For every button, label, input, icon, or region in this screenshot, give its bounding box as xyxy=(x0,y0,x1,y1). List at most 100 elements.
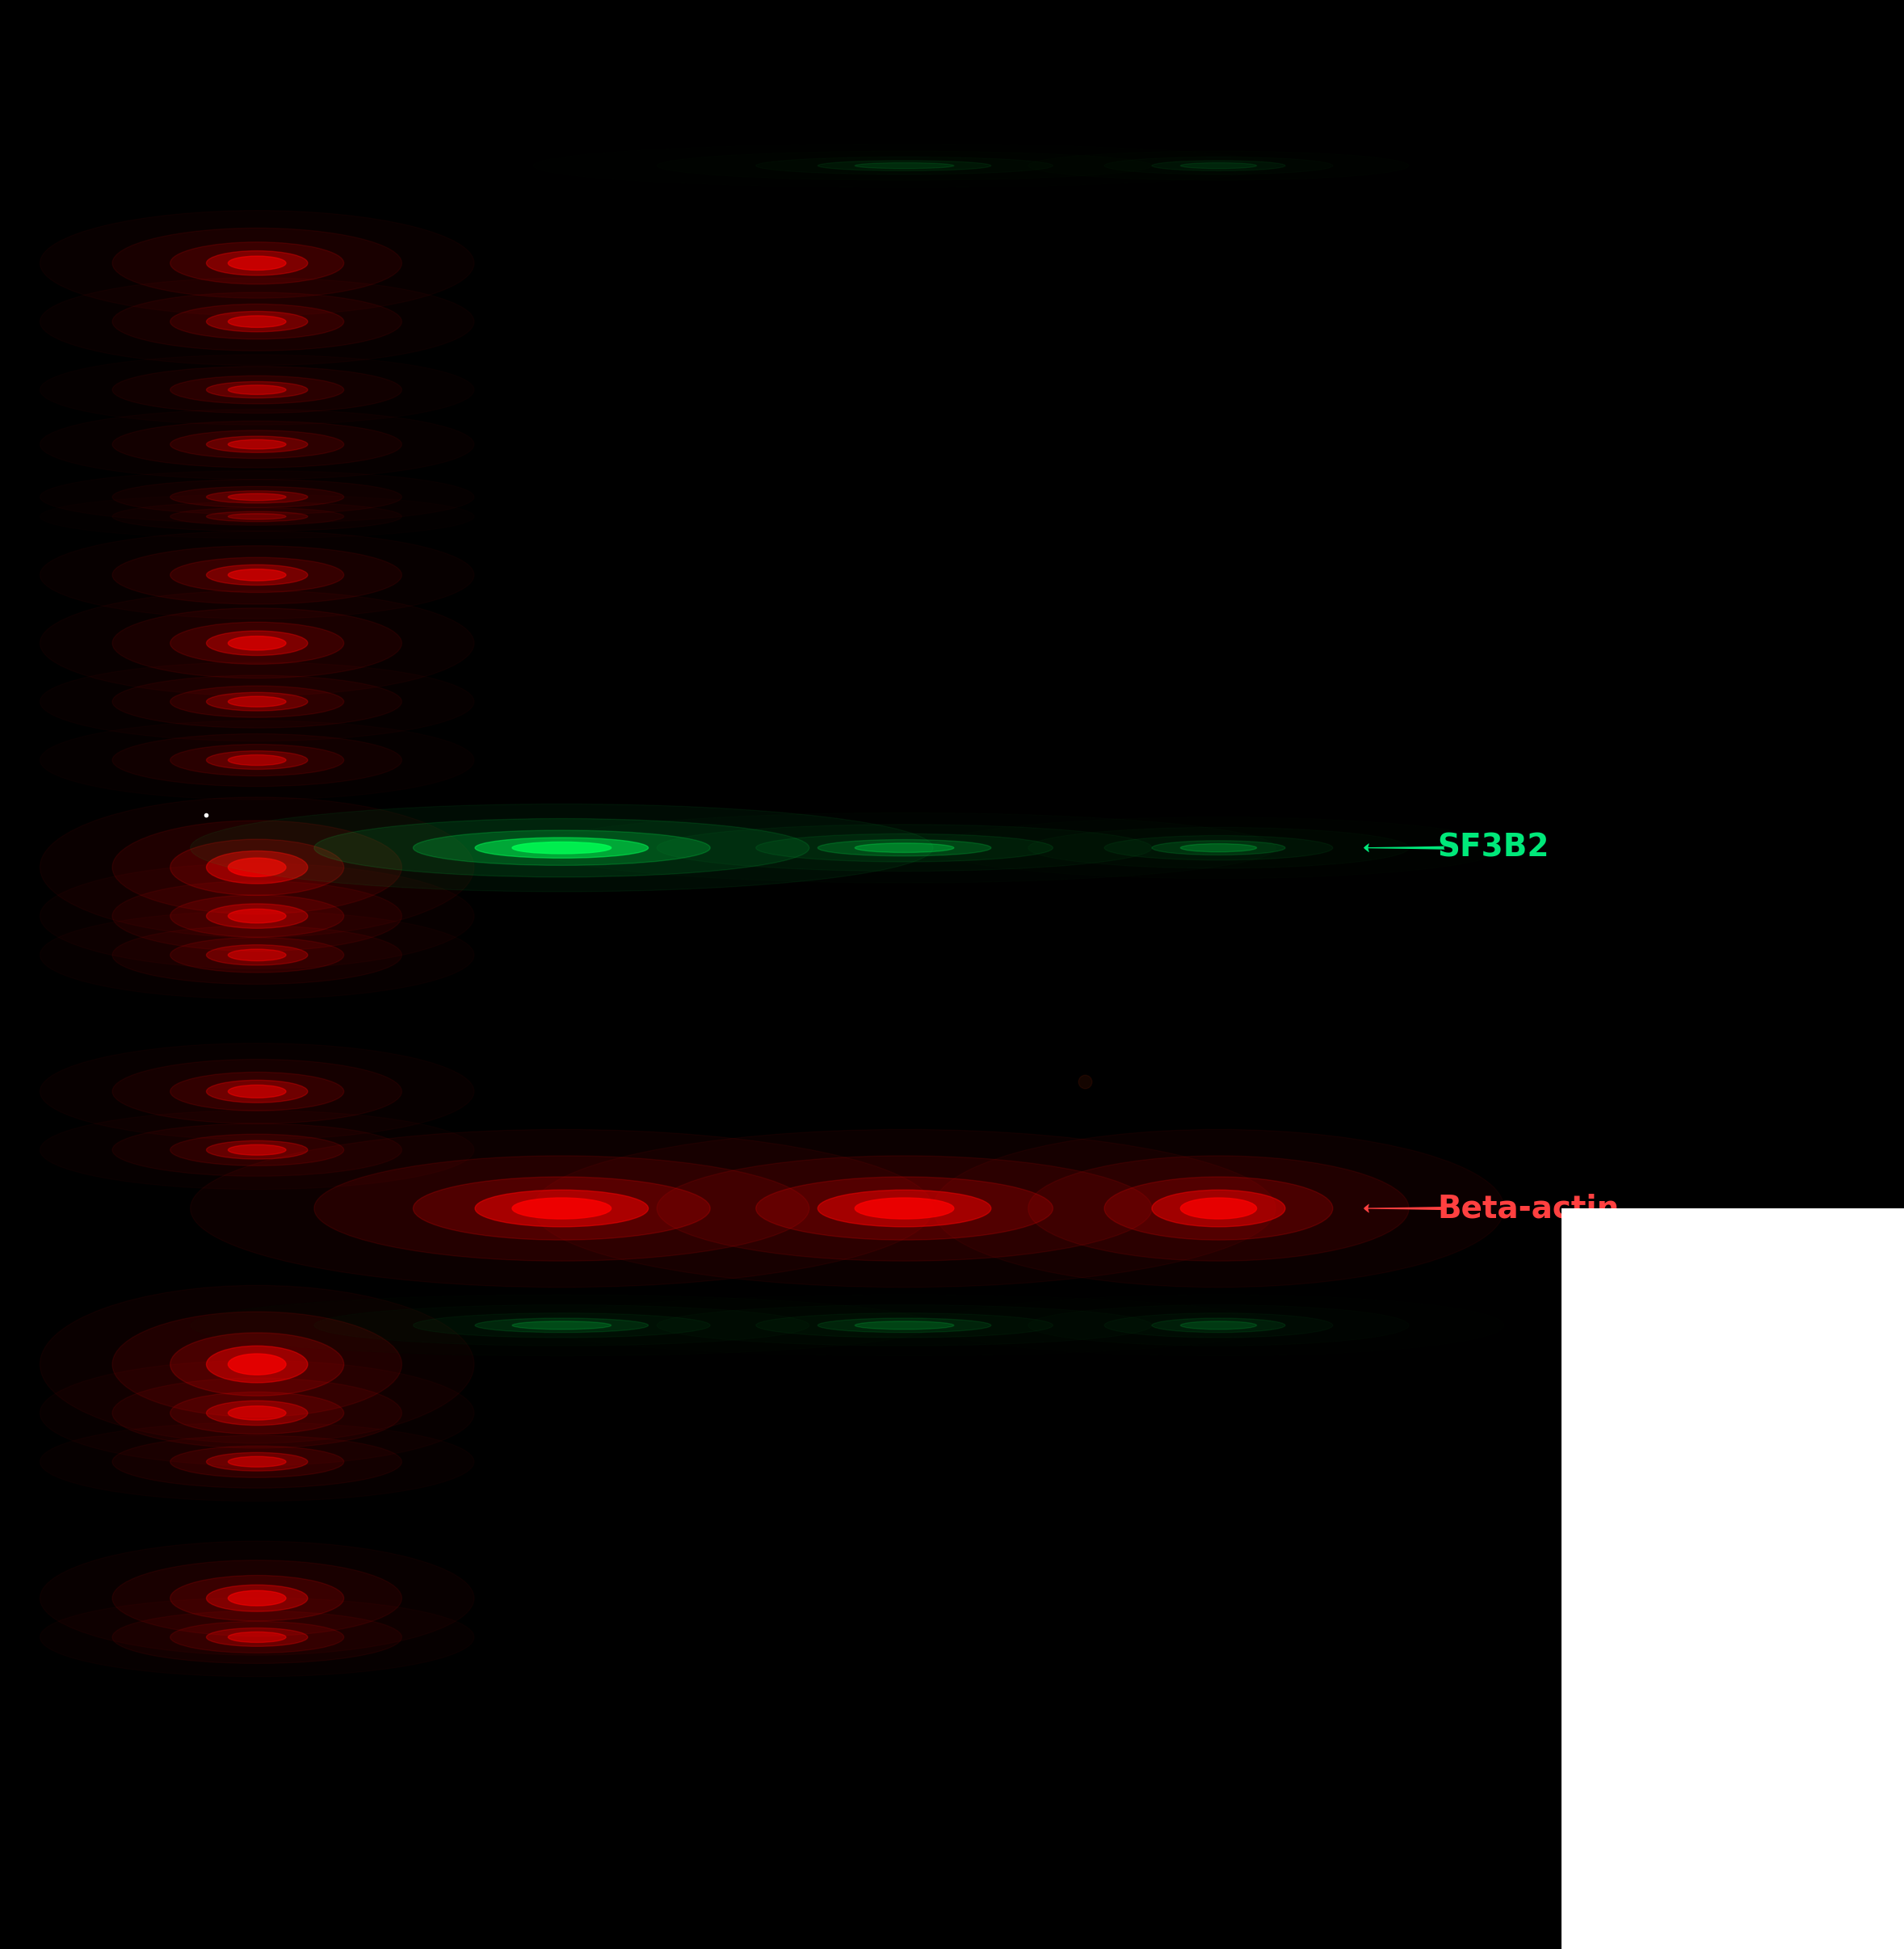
Ellipse shape xyxy=(512,842,611,854)
Ellipse shape xyxy=(512,1321,611,1329)
Ellipse shape xyxy=(206,251,308,275)
Ellipse shape xyxy=(169,557,345,592)
Ellipse shape xyxy=(206,945,308,965)
Ellipse shape xyxy=(112,676,402,727)
Ellipse shape xyxy=(228,908,286,924)
Ellipse shape xyxy=(112,608,402,678)
Ellipse shape xyxy=(855,844,954,852)
Ellipse shape xyxy=(1180,1199,1257,1218)
Ellipse shape xyxy=(112,1434,402,1489)
Ellipse shape xyxy=(190,1128,933,1286)
Ellipse shape xyxy=(1180,844,1257,852)
Ellipse shape xyxy=(1104,836,1333,860)
Ellipse shape xyxy=(169,487,345,507)
Ellipse shape xyxy=(228,1086,286,1097)
Ellipse shape xyxy=(228,1456,286,1468)
Ellipse shape xyxy=(206,904,308,928)
Ellipse shape xyxy=(112,1123,402,1177)
Ellipse shape xyxy=(228,696,286,707)
FancyBboxPatch shape xyxy=(1561,1208,1904,1949)
Ellipse shape xyxy=(1104,1177,1333,1240)
Ellipse shape xyxy=(169,1622,345,1653)
Ellipse shape xyxy=(206,565,308,585)
Ellipse shape xyxy=(206,1452,308,1471)
Ellipse shape xyxy=(206,1585,308,1612)
Ellipse shape xyxy=(756,1177,1053,1240)
Ellipse shape xyxy=(112,821,402,914)
Ellipse shape xyxy=(169,304,345,339)
Ellipse shape xyxy=(112,546,402,604)
Ellipse shape xyxy=(169,1446,345,1477)
Ellipse shape xyxy=(169,1392,345,1434)
Ellipse shape xyxy=(112,1610,402,1662)
Ellipse shape xyxy=(228,255,286,271)
Ellipse shape xyxy=(1152,1318,1285,1333)
Ellipse shape xyxy=(474,1191,647,1226)
Ellipse shape xyxy=(228,515,286,520)
Ellipse shape xyxy=(206,491,308,503)
Ellipse shape xyxy=(819,840,992,856)
Ellipse shape xyxy=(1180,1321,1257,1329)
Ellipse shape xyxy=(657,1156,1152,1261)
Ellipse shape xyxy=(112,735,402,787)
Ellipse shape xyxy=(169,431,345,458)
Ellipse shape xyxy=(314,819,809,877)
Ellipse shape xyxy=(474,838,647,858)
Ellipse shape xyxy=(169,686,345,717)
Text: Beta-actin: Beta-actin xyxy=(1438,1193,1620,1224)
Ellipse shape xyxy=(228,1405,286,1421)
Ellipse shape xyxy=(169,840,345,895)
Ellipse shape xyxy=(206,382,308,398)
Ellipse shape xyxy=(228,754,286,766)
Ellipse shape xyxy=(228,1590,286,1606)
Ellipse shape xyxy=(855,164,954,168)
Ellipse shape xyxy=(169,622,345,665)
Ellipse shape xyxy=(190,803,933,893)
Ellipse shape xyxy=(206,1080,308,1103)
Ellipse shape xyxy=(169,1134,345,1166)
Ellipse shape xyxy=(206,692,308,711)
Ellipse shape xyxy=(206,511,308,522)
Ellipse shape xyxy=(112,1559,402,1635)
Ellipse shape xyxy=(819,160,992,172)
Ellipse shape xyxy=(819,1191,992,1226)
Ellipse shape xyxy=(112,1378,402,1448)
Ellipse shape xyxy=(206,312,308,331)
Ellipse shape xyxy=(228,1144,286,1156)
Ellipse shape xyxy=(112,366,402,413)
Ellipse shape xyxy=(512,1199,611,1218)
Ellipse shape xyxy=(206,1401,308,1425)
Ellipse shape xyxy=(169,1575,345,1622)
Ellipse shape xyxy=(206,852,308,883)
Ellipse shape xyxy=(228,316,286,327)
Ellipse shape xyxy=(228,858,286,877)
Ellipse shape xyxy=(413,1177,710,1240)
Ellipse shape xyxy=(169,937,345,973)
Ellipse shape xyxy=(169,509,345,526)
Ellipse shape xyxy=(1180,164,1257,168)
Ellipse shape xyxy=(206,1140,308,1160)
Ellipse shape xyxy=(228,386,286,394)
Ellipse shape xyxy=(1028,1156,1409,1261)
Ellipse shape xyxy=(206,437,308,452)
Ellipse shape xyxy=(112,292,402,351)
Ellipse shape xyxy=(112,881,402,951)
Ellipse shape xyxy=(206,1347,308,1382)
Ellipse shape xyxy=(413,830,710,865)
Ellipse shape xyxy=(169,242,345,285)
Ellipse shape xyxy=(112,421,402,468)
Ellipse shape xyxy=(1152,840,1285,856)
Ellipse shape xyxy=(474,1318,647,1333)
Ellipse shape xyxy=(169,376,345,403)
Ellipse shape xyxy=(112,1312,402,1417)
Ellipse shape xyxy=(169,745,345,776)
Ellipse shape xyxy=(112,1060,402,1123)
Ellipse shape xyxy=(228,1631,286,1643)
Ellipse shape xyxy=(855,1199,954,1218)
Ellipse shape xyxy=(112,926,402,984)
Ellipse shape xyxy=(756,834,1053,861)
Ellipse shape xyxy=(228,635,286,651)
Ellipse shape xyxy=(314,1156,809,1261)
Text: SF3B2: SF3B2 xyxy=(1438,832,1550,863)
Ellipse shape xyxy=(1152,160,1285,172)
